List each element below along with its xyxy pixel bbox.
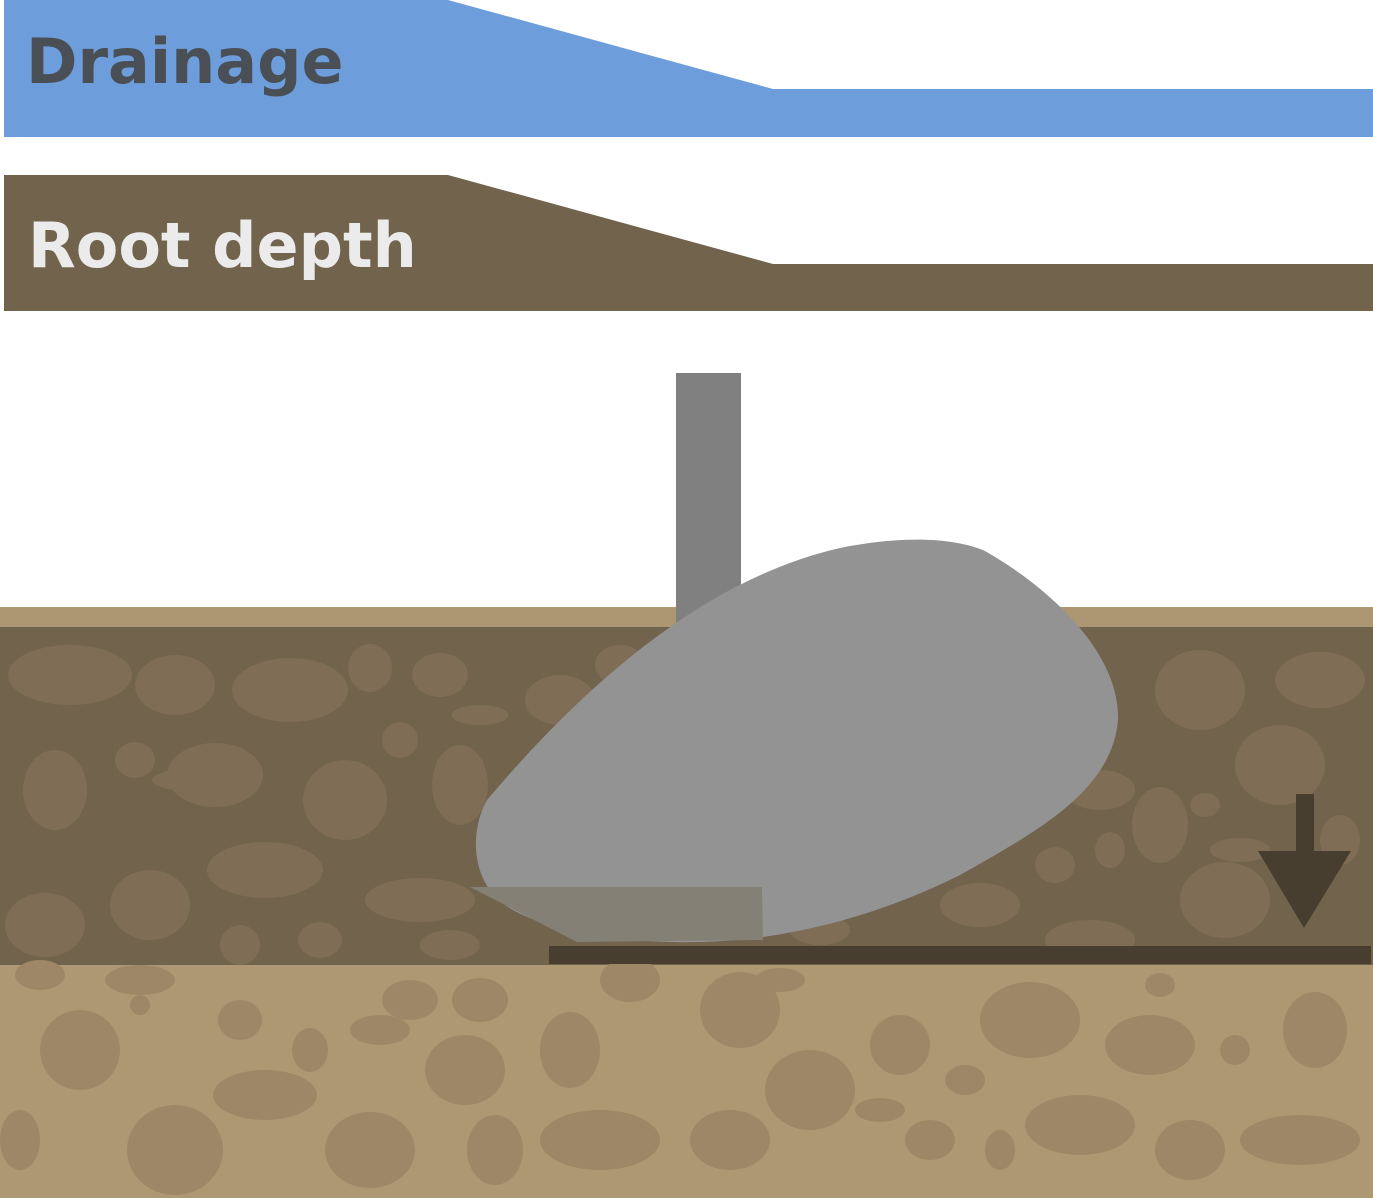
stone <box>1180 862 1270 938</box>
stone <box>303 760 387 840</box>
plough-beam <box>676 373 741 633</box>
stone <box>40 1010 120 1090</box>
stone <box>130 995 150 1015</box>
stone <box>1145 973 1175 997</box>
topsoil-stones <box>5 644 1365 965</box>
stone <box>452 978 508 1022</box>
pan-layer <box>549 946 1371 964</box>
stone <box>1025 1095 1135 1155</box>
plough-share <box>470 887 763 942</box>
stone <box>1035 847 1075 883</box>
arrow-down-icon <box>1258 794 1351 928</box>
stone <box>420 930 480 960</box>
stone <box>1155 650 1245 730</box>
stone <box>152 768 248 792</box>
stone <box>1235 725 1325 805</box>
stone <box>600 958 660 1002</box>
stone <box>325 1112 415 1188</box>
stone <box>945 1065 985 1095</box>
stone <box>467 1115 523 1185</box>
stone <box>980 982 1080 1058</box>
subsoil-stones <box>0 958 1360 1195</box>
stone <box>213 1070 317 1120</box>
stone <box>425 1035 505 1105</box>
stone <box>232 658 348 722</box>
stone <box>105 965 175 995</box>
stone <box>220 925 260 965</box>
stone <box>940 883 1020 927</box>
stone <box>23 750 87 830</box>
stone <box>432 745 488 825</box>
stone <box>1190 793 1220 817</box>
root-depth-label: Root depth <box>28 209 417 282</box>
stone <box>348 644 392 692</box>
stone <box>412 653 468 697</box>
stone <box>15 960 65 990</box>
stone <box>1155 1120 1225 1180</box>
stone <box>127 1105 223 1195</box>
stone <box>755 968 805 992</box>
stone <box>110 870 190 940</box>
stone <box>870 1015 930 1075</box>
stone <box>350 1015 410 1045</box>
stone <box>8 645 132 705</box>
stone <box>1240 1115 1360 1165</box>
stone <box>0 1110 40 1170</box>
stone <box>765 1050 855 1130</box>
drainage-label: Drainage <box>26 25 344 98</box>
stone <box>1220 1035 1250 1065</box>
stone <box>1095 832 1125 868</box>
stone <box>985 1130 1015 1170</box>
stone <box>1275 652 1365 708</box>
stone <box>1115 1040 1185 1060</box>
stone <box>382 722 418 758</box>
stone <box>1210 838 1270 862</box>
stone <box>207 842 323 898</box>
stone <box>540 1110 660 1170</box>
stone <box>292 1028 328 1072</box>
stone <box>452 705 508 725</box>
stone <box>5 893 85 957</box>
plough-body <box>475 539 1119 943</box>
stone <box>298 922 342 958</box>
stone <box>218 1000 262 1040</box>
drainage-banner <box>4 0 1373 137</box>
stone <box>690 1110 770 1170</box>
stone <box>700 972 780 1048</box>
root-depth-banner <box>4 175 1373 311</box>
stone <box>540 1012 600 1088</box>
stone <box>115 742 155 778</box>
stone <box>382 980 438 1020</box>
stone <box>1283 992 1347 1068</box>
stone <box>365 878 475 922</box>
stone <box>855 1098 905 1122</box>
stone <box>905 1120 955 1160</box>
stone <box>1132 787 1188 863</box>
stone <box>135 655 215 715</box>
